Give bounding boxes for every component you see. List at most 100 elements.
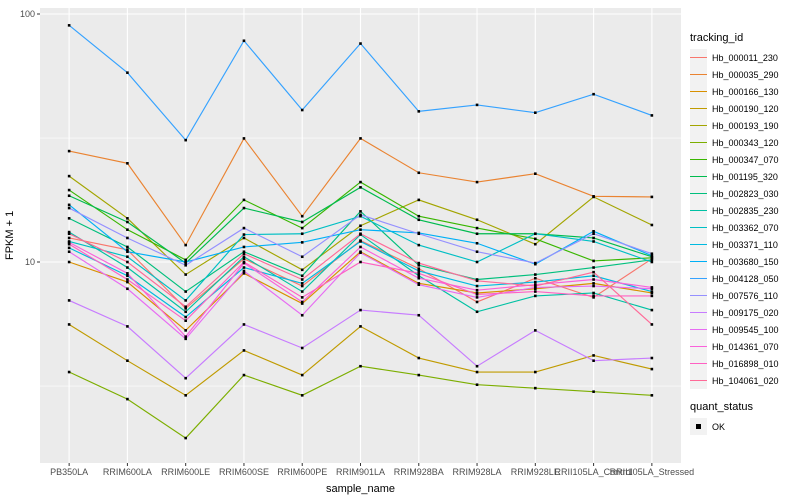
data-point [534, 111, 537, 114]
data-point [242, 233, 246, 236]
data-point [300, 296, 304, 299]
data-point [417, 267, 421, 270]
legend-entry-label: Hb_001195_320 [712, 171, 778, 182]
legend-entry-label: Hb_009175_020 [712, 307, 779, 318]
legend-entry-Hb_000035_290: Hb_000035_290 [690, 66, 798, 83]
x-tick-label-RRIM901LA: RRIM901LA [335, 467, 386, 477]
data-point [67, 217, 71, 220]
data-point [67, 250, 71, 254]
data-point [475, 226, 479, 230]
legend-entry-Hb_000343_120: Hb_000343_120 [690, 134, 798, 151]
data-point [126, 248, 129, 252]
data-point [300, 282, 304, 285]
legend-key-swatch [690, 151, 707, 168]
x-tick-label-RRIM928LE: RRIM928LE [510, 467, 560, 477]
data-point [300, 241, 304, 244]
data-point [184, 307, 187, 310]
data-point [126, 250, 129, 254]
legend-entry-label: Hb_000035_290 [712, 69, 779, 80]
data-point [300, 290, 304, 293]
data-point [475, 241, 479, 245]
data-point [300, 214, 304, 218]
legend-key-swatch [690, 355, 707, 372]
legend-line-icon [690, 380, 707, 381]
data-point [184, 305, 187, 309]
data-point [534, 280, 537, 284]
y-tick-label: 100 [19, 9, 35, 19]
data-point [592, 291, 595, 295]
legend-entry-Hb_004128_050: Hb_004128_050 [690, 270, 798, 287]
data-point [67, 24, 71, 27]
legend-line-icon [690, 193, 707, 194]
data-point [534, 242, 537, 246]
data-point [650, 195, 654, 199]
data-point [534, 283, 537, 286]
legend-entry-label: Hb_004128_050 [712, 273, 779, 284]
data-point [534, 237, 537, 241]
data-point [67, 149, 71, 153]
data-point [300, 108, 304, 112]
data-point [184, 376, 187, 380]
data-point [359, 180, 362, 184]
legend-key-swatch [690, 202, 707, 219]
data-point [592, 390, 595, 393]
data-point [417, 110, 421, 113]
data-point [592, 296, 595, 299]
data-point [475, 310, 479, 314]
legend-key-swatch [690, 338, 707, 355]
data-point [475, 293, 479, 296]
legend-entry-Hb_104061_020: Hb_104061_020 [690, 372, 798, 389]
data-point [184, 335, 187, 338]
data-point [359, 308, 362, 312]
legend-entry-Hb_000166_130: Hb_000166_130 [690, 83, 798, 100]
data-point [475, 218, 479, 222]
x-tick-label-RRIM600SE: RRIM600SE [218, 467, 269, 477]
data-point [184, 394, 187, 397]
data-point [126, 287, 129, 291]
data-point [242, 373, 246, 377]
legend-entry-Hb_000190_120: Hb_000190_120 [690, 100, 798, 117]
data-point [184, 273, 187, 276]
legend-entry-Hb_016898_010: Hb_016898_010 [690, 355, 798, 372]
data-point [534, 329, 537, 332]
legend-line-icon [690, 210, 707, 211]
data-point [242, 269, 246, 273]
legend-tracking-entries: Hb_000011_230 Hb_000035_290 Hb_000166_130 H… [690, 49, 798, 389]
data-point [650, 394, 654, 397]
data-point [67, 246, 71, 250]
data-point [534, 290, 537, 293]
x-tick-label-RRII105LA_Control: RRII105LA_Control [554, 467, 633, 477]
y-axis-title: FPKM + 1 [4, 210, 16, 261]
legend-entry-label: Hb_000343_120 [712, 137, 779, 148]
data-point [592, 232, 595, 236]
legend-key-swatch [690, 321, 707, 338]
legend-entry-label: Hb_000011_230 [712, 52, 778, 63]
data-point [650, 294, 654, 298]
data-point [67, 370, 71, 374]
data-point [359, 364, 362, 368]
legend-entry-label: Hb_000190_120 [712, 103, 779, 114]
data-point [300, 284, 304, 288]
data-point [592, 274, 595, 278]
data-point [650, 260, 654, 264]
data-point [475, 291, 479, 295]
legend-entry-label: Hb_000347_070 [712, 154, 779, 165]
x-tick-label-RRIM928LA: RRIM928LA [452, 467, 502, 477]
data-point [242, 137, 246, 140]
data-point [67, 299, 71, 302]
legend-line-icon [690, 278, 707, 279]
data-point [67, 194, 71, 198]
data-point [592, 92, 595, 96]
x-tick-label-RRIM600LA: RRIM600LA [102, 467, 152, 477]
legend-key-swatch [690, 100, 707, 117]
data-point [417, 232, 421, 236]
data-point [359, 260, 362, 264]
legend-panel: tracking_id Hb_000011_230 Hb_000035_290 Hb… [690, 32, 798, 435]
data-point [417, 373, 421, 377]
data-point [359, 224, 362, 228]
data-point [242, 236, 246, 240]
legend-entry-Hb_003362_070: Hb_003362_070 [690, 219, 798, 236]
data-point [126, 236, 129, 240]
data-point [359, 214, 362, 218]
legend-line-icon [690, 57, 707, 58]
